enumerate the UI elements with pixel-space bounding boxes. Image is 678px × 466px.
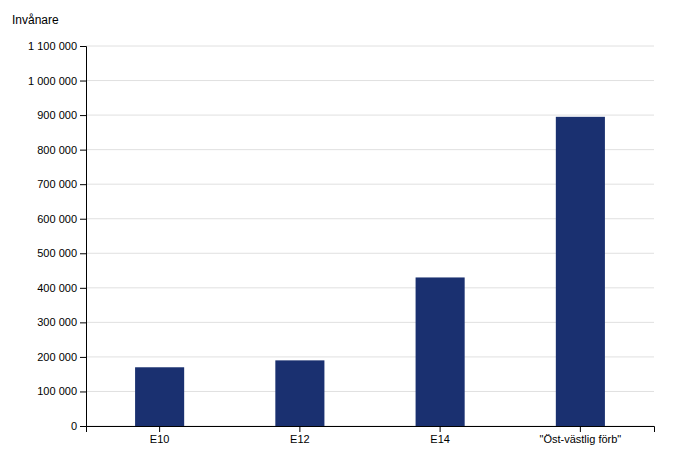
y-tick: 900 000 xyxy=(37,109,86,121)
y-tick-mark xyxy=(80,357,86,358)
y-tick-label: 900 000 xyxy=(37,109,77,121)
y-tick-label: 100 000 xyxy=(37,385,77,397)
y-tick: 700 000 xyxy=(37,178,86,190)
y-tick-label: 400 000 xyxy=(37,282,77,294)
y-tick-label: 500 000 xyxy=(37,247,77,259)
x-tick-label: "Öst-västlig förb" xyxy=(539,433,621,445)
y-tick: 1 000 000 xyxy=(28,75,86,87)
x-tick-label: E14 xyxy=(430,433,450,445)
x-tick: E12 xyxy=(290,426,310,445)
x-tick: E14 xyxy=(430,426,450,445)
y-tick: 1 100 000 xyxy=(28,40,86,52)
y-axis-line xyxy=(80,47,87,427)
y-tick-mark xyxy=(80,253,86,254)
x-tick-mark xyxy=(299,426,300,432)
y-tick-label: 200 000 xyxy=(37,351,77,363)
y-tick: 500 000 xyxy=(37,247,86,259)
y-axis-label: Invånare xyxy=(12,13,59,27)
x-tick: "Öst-västlig förb" xyxy=(539,426,621,445)
x-tick: E10 xyxy=(150,426,170,445)
x-tick-mark xyxy=(440,426,441,432)
grid-line xyxy=(86,46,654,47)
y-tick-label: 300 000 xyxy=(37,316,77,328)
grid xyxy=(86,46,654,426)
y-tick-mark xyxy=(80,219,86,220)
x-tick-label: E12 xyxy=(290,433,310,445)
y-tick-label: 800 000 xyxy=(37,144,77,156)
y-tick-mark xyxy=(80,322,86,323)
y-tick-mark xyxy=(80,426,86,427)
plot-area: 0 100 000 200 000 300 000 400 000 500 000 600 … xyxy=(28,40,654,445)
y-tick: 400 000 xyxy=(37,282,86,294)
y-tick: 0 xyxy=(71,420,86,432)
y-tick-mark xyxy=(80,46,86,47)
y-tick: 800 000 xyxy=(37,144,86,156)
bar xyxy=(275,360,324,426)
x-axis-line xyxy=(87,427,655,433)
y-tick: 200 000 xyxy=(37,351,86,363)
y-tick: 300 000 xyxy=(37,316,86,328)
y-tick-mark xyxy=(80,81,86,82)
bar xyxy=(556,117,605,426)
x-tick-label: E10 xyxy=(150,433,170,445)
grid-line xyxy=(86,80,654,81)
bar xyxy=(135,367,184,426)
bar xyxy=(416,277,465,426)
y-tick: 100 000 xyxy=(37,385,86,397)
x-tick-mark xyxy=(159,426,160,432)
y-tick-label: 600 000 xyxy=(37,213,77,225)
y-tick-mark xyxy=(80,150,86,151)
y-tick-label: 1 000 000 xyxy=(28,75,77,87)
y-tick-mark xyxy=(80,184,86,185)
y-tick-label: 700 000 xyxy=(37,178,77,190)
bars xyxy=(135,117,605,426)
y-tick: 600 000 xyxy=(37,213,86,225)
y-tick-mark xyxy=(80,288,86,289)
y-tick-label: 0 xyxy=(71,420,77,432)
y-tick-label: 1 100 000 xyxy=(28,40,77,52)
x-axis: E10 E12 E14 "Öst-västlig förb" xyxy=(87,426,655,445)
x-tick-mark xyxy=(580,426,581,432)
y-tick-mark xyxy=(80,115,86,116)
chart-svg: 0 100 000 200 000 300 000 400 000 500 000 600 … xyxy=(0,0,678,466)
y-axis: 0 100 000 200 000 300 000 400 000 500 000 600 … xyxy=(28,40,86,432)
grid-line xyxy=(86,115,654,116)
y-tick-mark xyxy=(80,391,86,392)
